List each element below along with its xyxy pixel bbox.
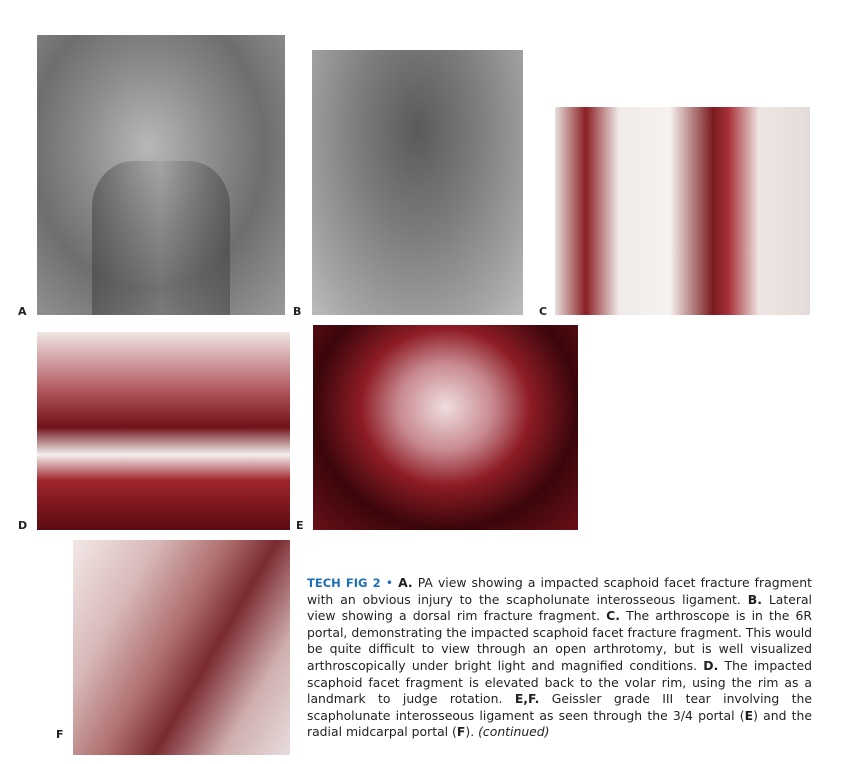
xray-pa-image — [37, 35, 285, 315]
panel-label: A — [18, 305, 27, 318]
arthroscopy-image — [313, 325, 578, 530]
caption-run: Lateral view showing a dorsal rim fractu… — [307, 591, 813, 624]
caption-run: (continued) — [478, 724, 550, 740]
panel-label: E — [296, 519, 304, 532]
xray-lateral-image — [312, 50, 523, 315]
arthroscopy-image — [73, 540, 290, 755]
arthroscopy-image — [555, 107, 810, 315]
caption-run: TECH FIG 2 — [307, 576, 381, 590]
caption-run: ). — [465, 724, 479, 740]
caption-run: The arthroscope is in the 6R portal, dem… — [307, 608, 812, 673]
caption-run: C. — [606, 608, 620, 624]
caption-run: ) and the radial midcarpal portal ( — [307, 707, 813, 740]
caption-run: E — [744, 707, 754, 723]
caption-run: D. — [703, 657, 719, 673]
caption-run: PA view showing a impacted scaphoid face… — [307, 575, 812, 607]
caption-run: E,F. — [514, 691, 540, 707]
caption-run: The impacted scaphoid facet fragment is … — [307, 657, 812, 707]
caption-run: F — [456, 724, 466, 740]
caption-run: • — [380, 575, 399, 590]
panel-label: D — [18, 519, 28, 532]
caption-run: B. — [747, 591, 762, 607]
panel-label: F — [56, 728, 64, 741]
panel-label: C — [539, 305, 548, 318]
figure-caption: TECH FIG 2 • A. PA view showing a impact… — [307, 575, 812, 741]
arthroscopy-image — [37, 332, 290, 530]
caption-run: A. — [398, 575, 413, 590]
caption-run: Geissler grade III tear involving the sc… — [307, 691, 812, 723]
panel-label: B — [293, 305, 302, 318]
